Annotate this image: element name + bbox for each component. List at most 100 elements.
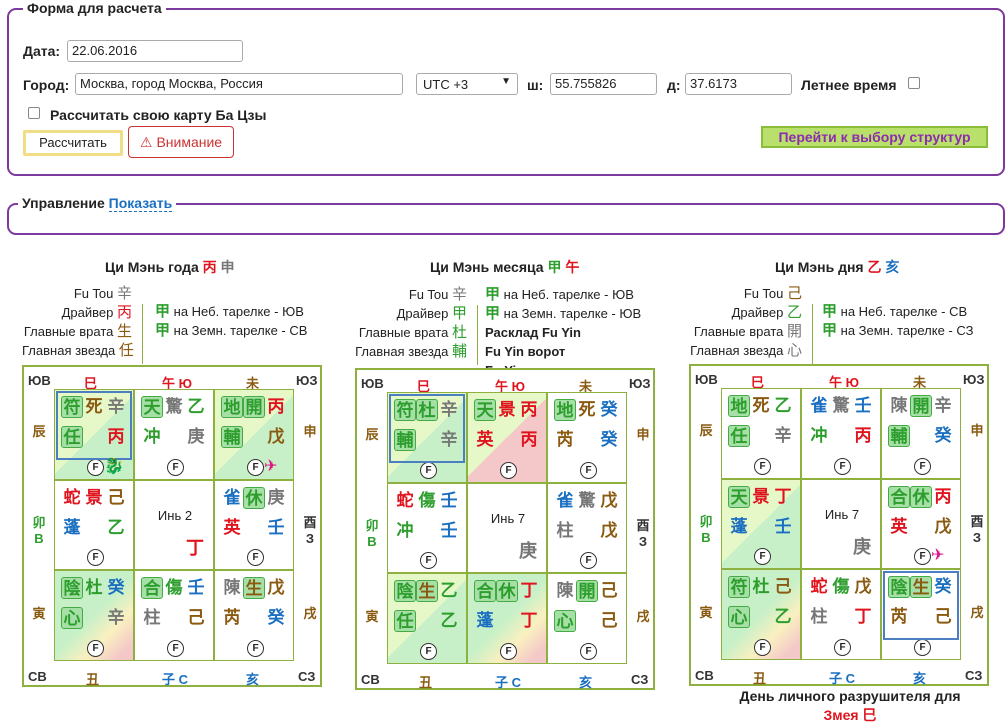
palace-char: 驚 — [832, 396, 850, 415]
palace-char: 開 — [576, 580, 598, 603]
latitude-input[interactable]: 55.755826 — [550, 73, 657, 95]
palace-char: 驚 — [165, 397, 183, 416]
palace-char: 庚 — [267, 487, 285, 507]
direction-label: 子 С — [162, 672, 189, 687]
info-value: 杜 — [451, 324, 467, 341]
palace-char: 己 — [187, 608, 205, 628]
fu-badge-icon[interactable]: F — [580, 461, 597, 479]
direction-label: 未 — [913, 375, 927, 390]
palace-char: 癸 — [600, 400, 618, 419]
palace-char: 傷 — [418, 490, 436, 510]
direction-label: 子 С — [829, 671, 856, 686]
palace-char: 冲 — [810, 426, 828, 445]
info-row: Главная звезда 輔 — [350, 342, 467, 361]
palace-char: 陳 — [223, 578, 241, 598]
info-label: Главные врата — [358, 325, 449, 340]
date-label: Дата: — [23, 43, 61, 59]
chart-title-stem: 甲 — [547, 259, 562, 275]
direction-label: ЮВ — [28, 373, 51, 388]
chart-info-right: 甲 на Неб. тарелке - СВ 甲 на Земн. тарелке… — [822, 302, 973, 340]
fu-badge-icon[interactable]: F — [834, 457, 851, 475]
palace-char: 壬 — [440, 520, 458, 540]
fu-badge-icon[interactable]: F — [914, 548, 931, 566]
go-structures-button[interactable]: Перейти к выбору структур — [761, 126, 988, 148]
date-input[interactable]: 22.06.2016 — [67, 40, 243, 62]
info-value: 丙 — [116, 304, 132, 321]
fu-badge-icon[interactable]: F — [420, 552, 437, 570]
show-link[interactable]: Показать — [108, 195, 173, 212]
palace-char: 任 — [61, 426, 83, 448]
longitude-input[interactable]: 37.6173 — [685, 73, 792, 95]
direction-label: ЮЗ — [963, 372, 985, 387]
info-stem: 甲 — [155, 303, 171, 320]
direction-label: СВ — [695, 668, 714, 683]
info-row: 甲 на Неб. тарелке - СВ — [822, 302, 973, 321]
palace-char: 傷 — [832, 577, 850, 597]
timezone-select[interactable]: UTC +3 ▼ — [416, 73, 518, 95]
chevron-down-icon: ▼ — [501, 76, 511, 87]
fu-badge-icon[interactable]: F — [580, 552, 597, 570]
palace-char: 生 — [243, 577, 265, 600]
fu-badge-icon[interactable]: F — [167, 458, 184, 476]
palace-char: 辛 — [934, 396, 952, 415]
info-row: Расклад Fu Yin — [485, 323, 641, 342]
fu-badge-icon[interactable]: F — [834, 638, 851, 656]
fu-badge-icon[interactable]: F — [420, 642, 437, 660]
palace-char: 芮 — [890, 607, 908, 627]
calculate-button[interactable]: Рассчитать — [23, 130, 123, 156]
center-yin: Инь 7 — [490, 510, 526, 526]
palace-char: 戊 — [600, 490, 618, 510]
fu-badge-icon[interactable]: F — [87, 639, 104, 657]
chart-title-branch: 午 — [565, 259, 580, 275]
bazi-checkbox[interactable] — [28, 107, 40, 119]
fu-badge-icon[interactable]: F — [754, 457, 771, 475]
direction-label: ЮЗ — [296, 373, 318, 388]
fu-badge-icon[interactable]: F — [247, 549, 264, 567]
chart-title-text: Ци Мэнь дня — [775, 259, 864, 275]
info-value: 開 — [786, 323, 802, 340]
fu-badge-icon[interactable]: F — [754, 548, 771, 566]
info-row: Главная звезда 心 — [689, 341, 802, 360]
info-row: 甲 на Неб. тарелке - ЮВ — [155, 302, 307, 321]
palace-char: 丙 — [934, 486, 952, 506]
fu-badge-icon[interactable]: F — [580, 642, 597, 660]
city-input[interactable]: Москва, город Москва, Россия — [75, 73, 403, 95]
fu-badge-icon[interactable]: F — [167, 639, 184, 657]
direction-label: СЗ — [298, 669, 316, 684]
fu-badge-icon[interactable]: F — [754, 638, 771, 656]
dragon-icon: 🐉 — [104, 457, 124, 475]
fu-badge-icon[interactable]: F — [87, 458, 104, 476]
info-value: 甲 — [451, 305, 467, 322]
direction-label: СВ — [28, 669, 47, 684]
info-row: Главные врата 生 — [22, 322, 132, 341]
palace-char: 乙 — [440, 581, 458, 601]
fu-badge-icon[interactable]: F — [914, 638, 931, 656]
warning-button[interactable]: ⚠ Внимание — [128, 126, 234, 158]
fu-badge-icon[interactable]: F — [247, 458, 264, 476]
info-text: на Земн. тарелке - СВ — [173, 323, 308, 338]
info-stem: 甲 — [485, 305, 501, 322]
palace-char: 癸 — [934, 426, 952, 445]
direction-label: 卯 В — [32, 515, 46, 546]
info-stem: 甲 — [155, 322, 171, 339]
info-row: 甲 на Земн. тарелке - СЗ — [822, 321, 973, 340]
palace-char: 丁 — [520, 611, 538, 631]
summer-time-checkbox[interactable] — [908, 77, 920, 89]
fu-badge-icon[interactable]: F — [87, 549, 104, 567]
fu-badge-icon[interactable]: F — [420, 461, 437, 479]
fu-badge-icon[interactable]: F — [500, 461, 517, 479]
fu-badge-icon[interactable]: F — [247, 639, 264, 657]
fu-badge-icon[interactable]: F — [914, 457, 931, 475]
fu-badge-icon[interactable]: F — [500, 642, 517, 660]
palace-char: 雀 — [223, 487, 241, 507]
palace-char: 芮 — [556, 430, 574, 449]
info-label: Fu Tou — [408, 287, 449, 302]
palace-char: 乙 — [774, 396, 792, 415]
palace-char: 辛 — [107, 608, 125, 628]
